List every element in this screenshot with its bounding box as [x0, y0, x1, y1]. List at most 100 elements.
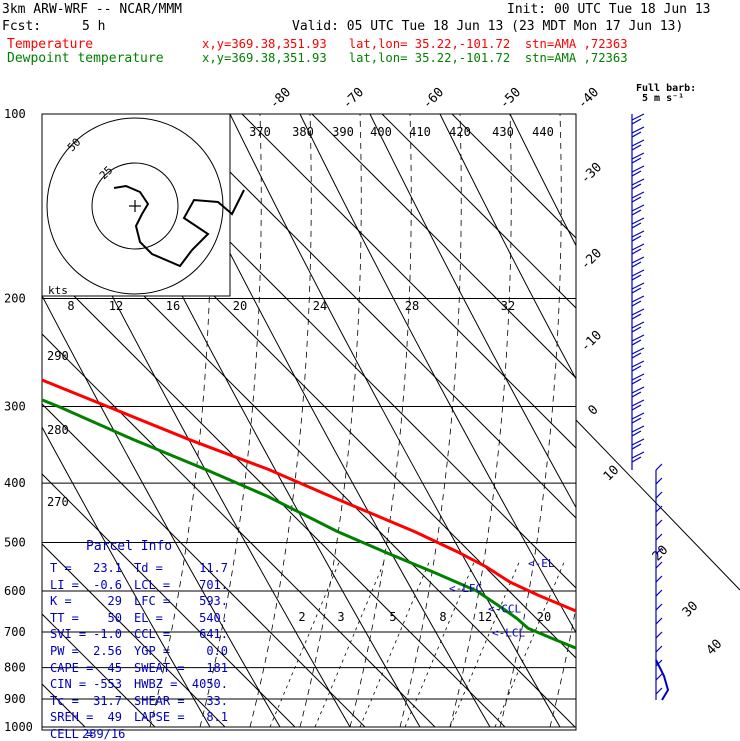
parcel-param-name: LCL =	[134, 577, 171, 592]
isotherm-line	[311, 114, 576, 379]
parcel-param-value: 50	[107, 610, 122, 625]
pressure-label: 200	[4, 292, 26, 306]
dewpoint-legend: Dewpoint temperature	[7, 51, 164, 66]
wind-barb	[631, 313, 642, 320]
isotherm-label: -60	[420, 85, 447, 112]
parcel-param-name: EL =	[134, 610, 163, 625]
moist-adiabat	[349, 114, 412, 728]
dry-adiabat	[299, 114, 576, 634]
dry-adiabat	[229, 114, 561, 728]
hodo-speed-label: 12	[109, 299, 123, 313]
isotherm-line	[42, 263, 506, 728]
theta-left-label: 270	[47, 495, 69, 509]
parcel-param-value: 2.56	[93, 644, 122, 658]
mixing-ratio-line	[314, 559, 386, 728]
parcel-param-name: SREH =	[50, 710, 94, 725]
parcel-param-name: TT =	[50, 610, 79, 625]
wind-barb	[631, 131, 642, 138]
hodo-speed-label: 24	[313, 299, 327, 313]
wind-barb	[631, 378, 642, 385]
isotherm-line	[451, 114, 576, 239]
wind-barb	[631, 261, 642, 268]
wind-barb	[655, 519, 663, 527]
wind-barb	[631, 404, 642, 411]
parcel-param-name: SHEAR =	[134, 693, 185, 708]
wind-barb	[631, 365, 642, 372]
parcel-param-name: CIN =	[50, 677, 87, 692]
wind-barb	[631, 126, 645, 134]
parcel-param-name: YGP =	[134, 644, 171, 658]
init-time: Init: 00 UTC Tue 18 Jun 13	[507, 2, 711, 17]
parcel-param-value: 641.	[199, 627, 228, 642]
parcel-param-value: 11.7	[199, 561, 228, 575]
parcel-param-name: CAPE =	[50, 660, 94, 675]
isotherm-line	[42, 403, 366, 728]
model-title: 3km ARW-WRF -- NCAR/MMM	[2, 2, 183, 17]
isotherm-label: -80	[267, 85, 294, 112]
pressure-label: 400	[4, 476, 26, 490]
isotherm-label: 0	[585, 402, 601, 418]
wind-barb	[631, 456, 642, 463]
wind-barb	[631, 222, 642, 229]
hodo-speed-label: 16	[166, 299, 180, 313]
theta-label: 380	[292, 125, 314, 139]
moist-adiabat	[449, 114, 512, 728]
parcel-param-value: 701.	[199, 577, 228, 592]
isotherm-label: -40	[575, 85, 602, 112]
wind-barb	[631, 191, 645, 199]
isotherm-label: -30	[578, 160, 605, 187]
wind-barb	[631, 308, 645, 316]
wind-barb	[631, 391, 642, 398]
wind-barb	[631, 430, 642, 437]
hodograph-ring	[91, 162, 179, 250]
wind-barb	[655, 673, 663, 681]
wind-barb	[631, 235, 642, 242]
wind-barb	[631, 118, 642, 125]
isotherm-line	[171, 114, 576, 519]
dry-adiabat	[720, 114, 740, 727]
forecast-label: Fcst:	[2, 19, 42, 34]
theta-label: 410	[409, 125, 431, 139]
wind-barb	[655, 687, 663, 695]
temperature-legend: Temperature	[7, 37, 94, 52]
temperature-curve	[42, 378, 576, 613]
wind-barb	[631, 360, 645, 368]
mixing-ratio-line	[449, 559, 521, 728]
wind-barb	[631, 287, 642, 294]
wind-barb	[631, 178, 645, 186]
parcel-param-name: SWEAT =	[134, 660, 185, 675]
wind-barb	[631, 152, 645, 160]
pressure-label: 900	[4, 692, 26, 706]
parcel-param-value: -1.0	[93, 627, 122, 642]
moist-adiabat	[199, 114, 262, 728]
wind-barb	[655, 463, 663, 471]
frame-edge	[575, 419, 740, 591]
dry-adiabat	[650, 114, 740, 727]
theta-label: 440	[532, 125, 554, 139]
dry-adiabat	[509, 114, 576, 247]
wind-barb	[631, 451, 645, 459]
wind-barb	[631, 139, 645, 147]
wind-barb	[631, 165, 645, 173]
wind-barb	[631, 217, 645, 225]
wind-barb	[631, 386, 645, 394]
wind-barb	[631, 334, 645, 342]
parcel-param-name: Tc =	[50, 693, 79, 708]
parcel-param-value: -553	[93, 677, 122, 692]
wind-barb	[631, 339, 642, 346]
level-marker: <-LCL	[492, 626, 525, 639]
wind-barb	[655, 631, 663, 639]
mixing-ratio-label: 5	[389, 610, 396, 624]
parcel-param-name: PW =	[50, 644, 79, 658]
moist-adiabat	[249, 114, 312, 728]
isotherm-label: 20	[650, 543, 672, 565]
wind-barb	[631, 256, 645, 264]
isotherm-line	[42, 613, 156, 728]
wind-barb	[655, 659, 670, 701]
wind-barb	[655, 603, 663, 611]
wind-barb	[631, 443, 642, 450]
isotherm-label: 40	[704, 637, 726, 659]
isotherm-line	[241, 114, 576, 449]
level-marker: <-EL	[528, 557, 555, 570]
parcel-param-name: K =	[50, 594, 72, 609]
